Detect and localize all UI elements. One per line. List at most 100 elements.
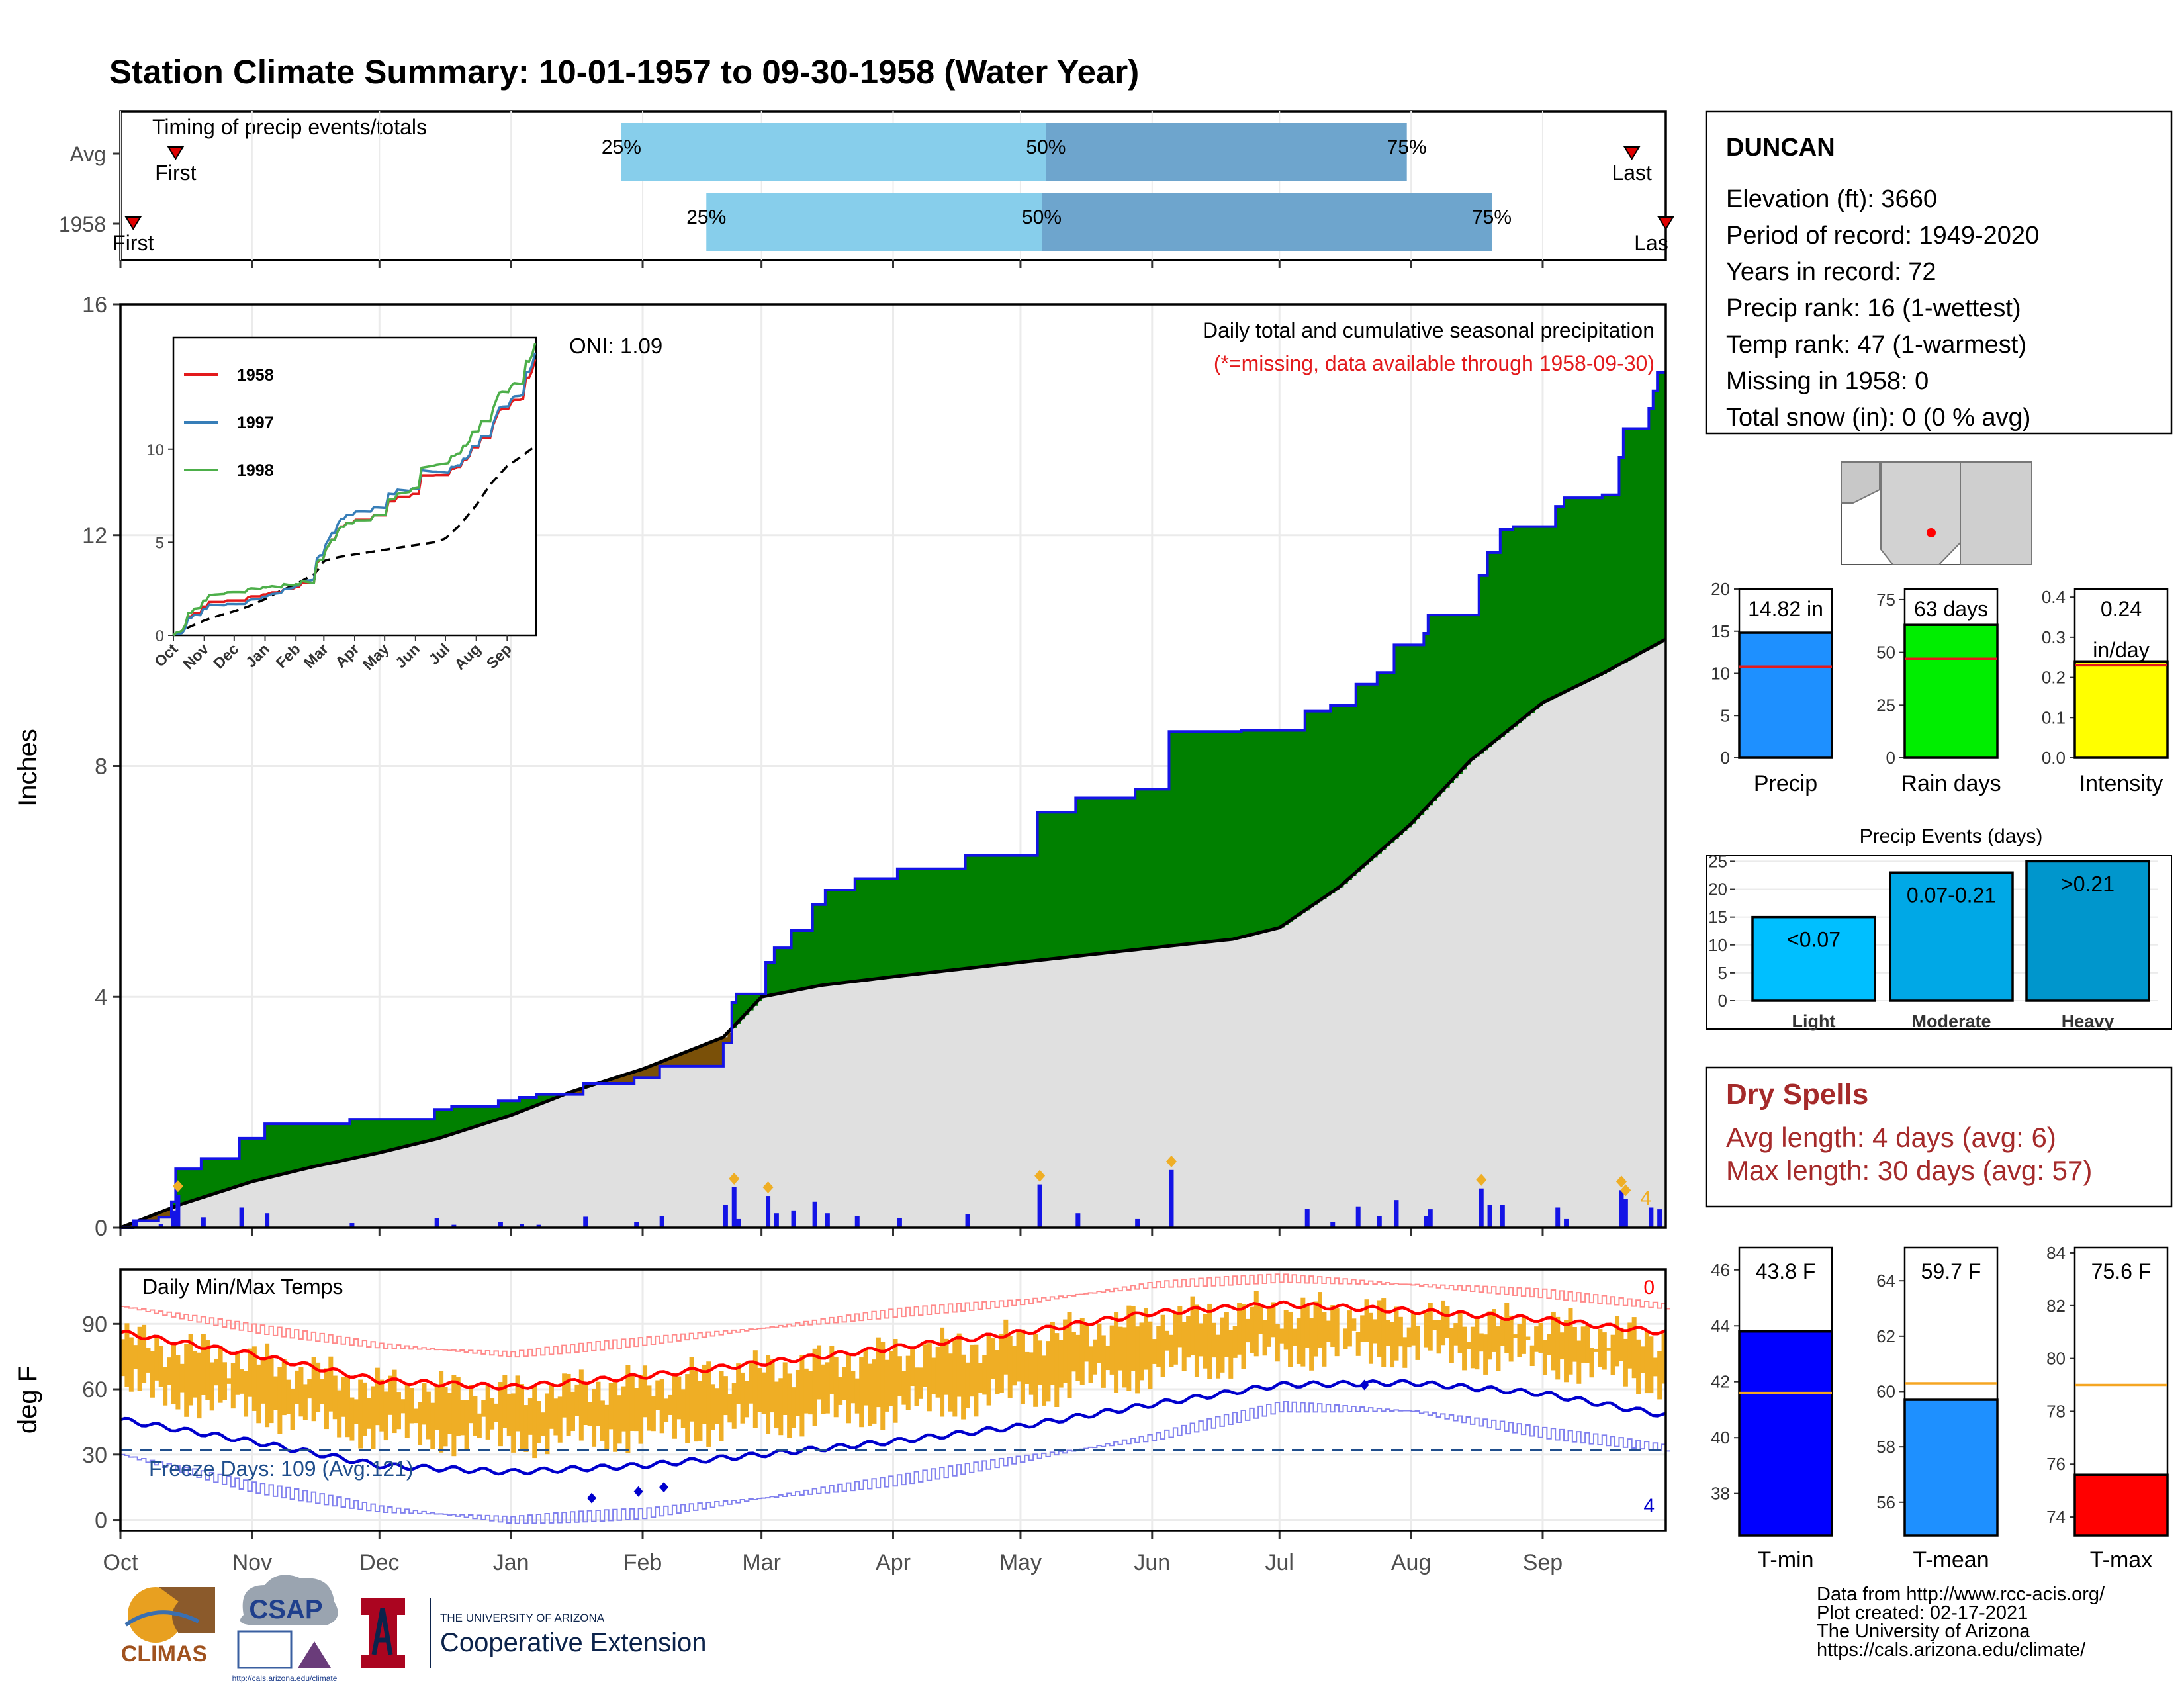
surplus-segment [1071, 812, 1077, 957]
timing-title: Timing of precip events/totals [152, 115, 427, 139]
precip-y-tick-label: 12 [82, 524, 107, 549]
daily-temp-range-bar [1258, 1306, 1263, 1334]
surplus-segment [1615, 494, 1620, 667]
daily-temp-range-bar [1589, 1348, 1594, 1378]
surplus-segment [1381, 672, 1387, 850]
daily-temp-range-bar [740, 1372, 745, 1424]
deficit-segment [617, 1077, 622, 1084]
precip-y-tick-label: 16 [82, 293, 107, 318]
daily-precip-bar [1075, 1213, 1081, 1228]
surplus-segment [1568, 498, 1573, 690]
surplus-segment [230, 1158, 236, 1189]
daily-temp-range-bar [698, 1381, 703, 1441]
surplus-segment [460, 1106, 465, 1132]
daily-temp-range-bar [193, 1351, 198, 1398]
footer-university: The University of Arizona [1817, 1621, 2030, 1642]
daily-temp-range-bar [1135, 1326, 1140, 1394]
surplus-segment [541, 1094, 546, 1104]
daily-temp-range-bar [1334, 1308, 1340, 1357]
surplus-segment [1130, 798, 1136, 950]
daily-temp-range-bar [935, 1346, 940, 1398]
daily-temp-range-bar [1521, 1316, 1526, 1354]
timing-q25-label: 25% [602, 136, 641, 158]
daily-temp-range-bar [273, 1376, 278, 1410]
daily-temp-range-bar [1109, 1325, 1115, 1375]
surplus-segment [923, 868, 928, 974]
surplus-segment [515, 1101, 520, 1114]
surplus-segment [197, 1169, 202, 1199]
surplus-segment [1576, 498, 1582, 686]
surplus-segment [1275, 730, 1281, 929]
surplus-segment [1024, 855, 1030, 962]
daily-temp-range-bar [872, 1359, 877, 1424]
daily-precip-bar [1500, 1205, 1505, 1228]
daily-precip-bar [1135, 1218, 1140, 1228]
mini-bar-fill [1738, 631, 1833, 759]
surplus-segment [251, 1138, 257, 1182]
temp-bar-y-tick-label: 76 [2046, 1454, 2066, 1474]
daily-temp-range-bar [260, 1359, 265, 1404]
cumulative-precip-line [120, 371, 1666, 1229]
surplus-segment [1288, 730, 1293, 922]
daily-temp-range-bar [1449, 1328, 1454, 1363]
daily-precip-bar [519, 1224, 524, 1228]
surplus-segment [1309, 711, 1314, 908]
daily-temp-range-bar [736, 1363, 741, 1404]
precip-events-title: Precip Events (days) [1860, 825, 2043, 847]
deficit-segment [710, 1042, 715, 1066]
surplus-segment [880, 878, 886, 979]
daily-temp-range-bar [795, 1369, 800, 1416]
surplus-segment [290, 1124, 295, 1173]
surplus-segment [1063, 812, 1068, 958]
timing-row-label: Avg [69, 142, 106, 166]
surplus-segment [1139, 789, 1144, 950]
surplus-segment [464, 1106, 469, 1130]
daily-temp-range-bar [451, 1375, 457, 1457]
surplus-segment [1169, 731, 1174, 946]
daily-temp-range-bar [511, 1393, 516, 1453]
daily-precip-bar [774, 1213, 779, 1228]
daily-temp-range-bar [1050, 1322, 1055, 1386]
surplus-segment [1148, 789, 1153, 948]
normal-precip-line [120, 637, 1667, 1230]
daily-temp-range-bar [1402, 1337, 1408, 1368]
daily-temp-range-bar [710, 1384, 715, 1430]
surplus-segment [1564, 498, 1569, 693]
daily-temp-range-bar [1649, 1336, 1654, 1394]
inset-average-line [173, 444, 537, 637]
deficit-segment [715, 1040, 720, 1066]
surplus-segment [1496, 552, 1501, 741]
daily-temp-range-bar [1598, 1329, 1603, 1367]
daily-temp-range-bar [413, 1408, 418, 1424]
daily-temp-range-bar [1152, 1339, 1157, 1364]
daily-temp-range-bar [1228, 1330, 1234, 1379]
temp-y-tick-label: 90 [82, 1312, 107, 1337]
daily-temp-range-bar [1479, 1333, 1484, 1352]
daily-temp-range-bar [638, 1375, 643, 1444]
surplus-segment [1441, 615, 1446, 792]
daily-temp-range-bar [850, 1371, 856, 1404]
surplus-segment [295, 1124, 300, 1171]
mini-bar-y-tick-label: 25 [1876, 695, 1895, 715]
surplus-segment [1211, 731, 1216, 942]
surplus-segment [910, 868, 915, 975]
surplus-segment [388, 1119, 393, 1151]
daily-temp-range-bar [337, 1390, 342, 1438]
daily-temp-range-bar [604, 1404, 610, 1449]
daily-temp-range-bar [761, 1372, 766, 1414]
heavy-event-marker [762, 1181, 774, 1194]
daily-temp-range-bar [1585, 1325, 1590, 1363]
surplus-segment [1020, 855, 1026, 962]
surplus-segment [872, 878, 877, 980]
temp-bottom-count: 4 [1643, 1495, 1655, 1517]
daily-temp-range-bar [218, 1346, 223, 1403]
daily-temp-range-bar [553, 1398, 559, 1436]
surplus-segment [803, 930, 809, 989]
daily-temp-range-bar [1390, 1322, 1395, 1368]
surplus-segment [1237, 731, 1242, 938]
daily-temp-range-bar [1003, 1319, 1009, 1375]
temp-bar-fill [1738, 1330, 1833, 1537]
daily-temp-range-bar [464, 1400, 469, 1449]
surplus-segment [502, 1101, 508, 1119]
